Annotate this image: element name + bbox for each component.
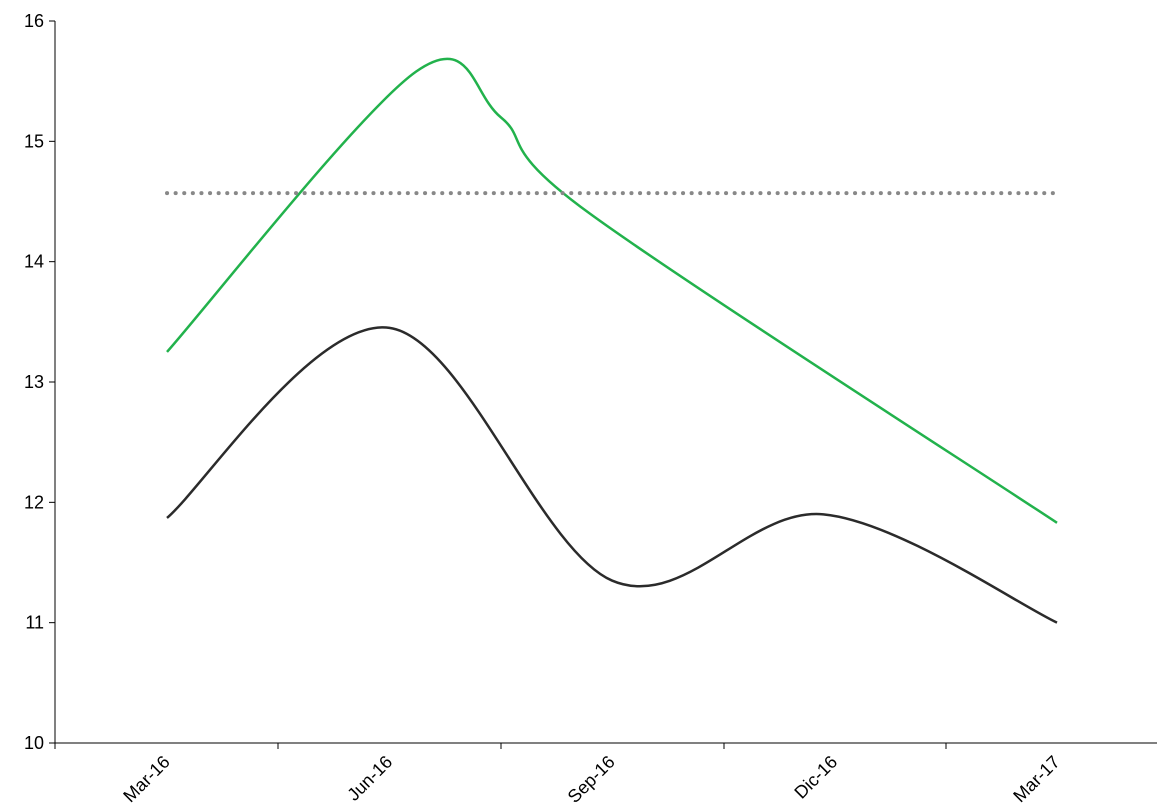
series-line-1 [166, 57, 1058, 524]
axes [49, 20, 1157, 749]
x-tick-label: Sep-16 [564, 752, 619, 807]
y-tick-label: 13 [24, 372, 44, 392]
x-tick-label: Mar-17 [1009, 752, 1063, 806]
series-line-2 [166, 326, 1058, 624]
y-tick-label: 16 [24, 11, 44, 31]
x-tick-label: Dic-16 [790, 752, 841, 803]
y-tick-label: 10 [24, 733, 44, 753]
y-tick-label: 15 [24, 131, 44, 151]
y-tick-label: 14 [24, 252, 44, 272]
tick-labels: 10 11 12 13 14 15 16 Mar-16 Jun-16 Sep-16 Dic-16 Ma… [24, 11, 1064, 807]
y-tick-label: 11 [25, 613, 44, 633]
x-tick-label: Mar-16 [119, 752, 173, 806]
y-tick-label: 12 [24, 492, 44, 512]
series-layer [165, 57, 1059, 624]
x-tick-label: Jun-16 [343, 752, 396, 805]
